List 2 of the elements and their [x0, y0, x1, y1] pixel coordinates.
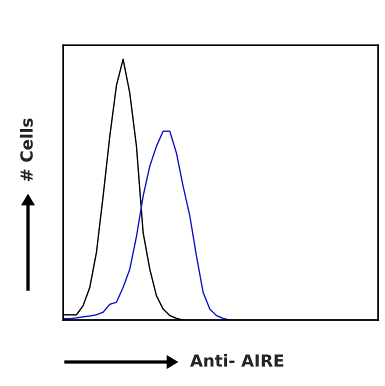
x-axis-title: Anti- AIRE — [190, 354, 284, 367]
y-axis-title: # Cells — [20, 118, 33, 182]
